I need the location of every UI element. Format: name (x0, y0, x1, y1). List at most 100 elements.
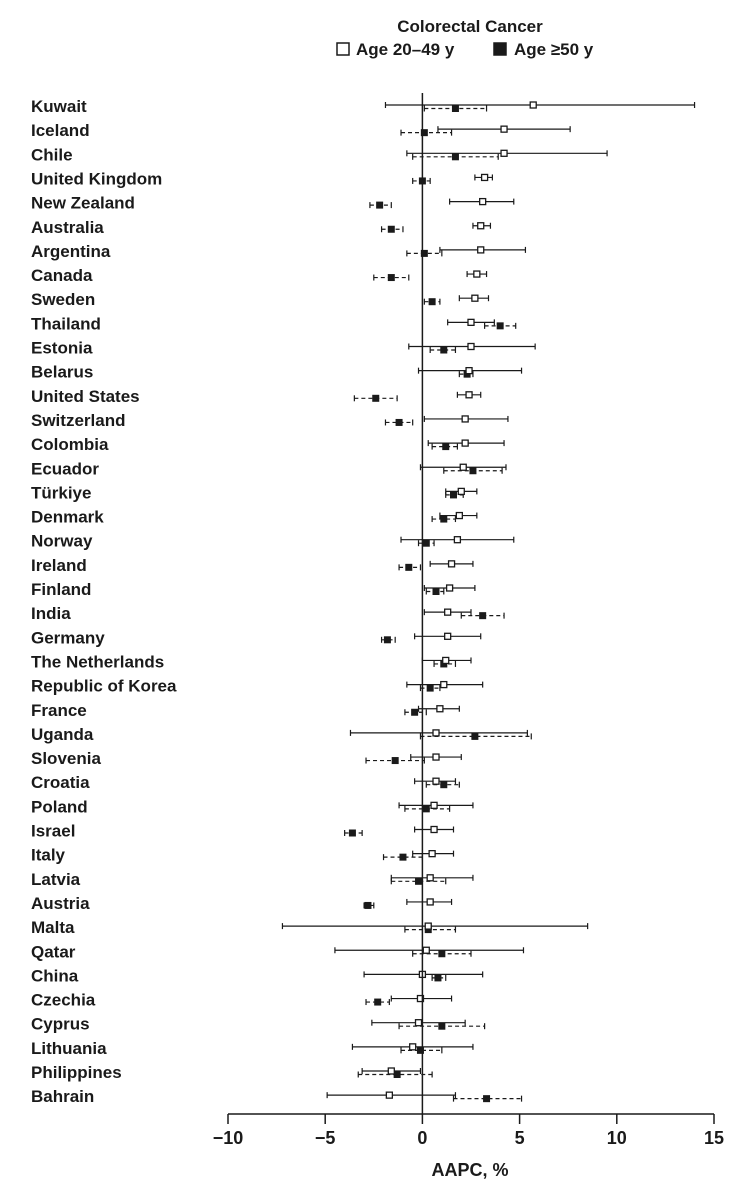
point-old (496, 322, 504, 330)
point-old (376, 201, 384, 209)
country-row: Qatar (31, 942, 525, 961)
country-row: United Kingdom (31, 169, 493, 188)
point-young (432, 729, 440, 737)
country-label: Ireland (31, 556, 87, 575)
country-row: Canada (31, 266, 488, 285)
point-old (387, 274, 395, 282)
country-row: Republic of Korea (31, 677, 484, 696)
country-label: Israel (31, 822, 75, 841)
country-label: Qatar (31, 942, 76, 961)
point-old (415, 877, 423, 885)
point-young (409, 1043, 417, 1051)
point-young (385, 1091, 394, 1099)
point-old (479, 612, 487, 620)
point-old (438, 950, 446, 958)
point-old (374, 998, 382, 1006)
point-young (430, 801, 438, 809)
point-old (411, 708, 419, 716)
x-tick-label: 5 (515, 1128, 525, 1148)
country-label: Finland (31, 580, 91, 599)
country-rows: Kuwait Iceland Chile United Kingdom New Zeal… (31, 97, 696, 1106)
country-row: Estonia (31, 339, 536, 358)
country-label: Latvia (31, 870, 81, 889)
point-old (450, 491, 458, 499)
country-row: Argentina (31, 242, 527, 261)
country-label: Malta (31, 918, 75, 937)
country-row: Poland (31, 797, 474, 816)
point-young (459, 463, 467, 471)
country-label: France (31, 701, 87, 720)
country-row: Kuwait (31, 97, 696, 116)
country-row: Germany (31, 628, 482, 647)
point-young (426, 898, 434, 906)
point-old (426, 684, 434, 692)
point-young (422, 946, 430, 954)
country-row: China (31, 966, 484, 985)
country-label: Argentina (31, 242, 111, 261)
country-row: Slovenia (31, 749, 462, 768)
point-young (477, 222, 485, 230)
country-label: Lithuania (31, 1039, 107, 1058)
country-row: New Zealand (31, 194, 515, 213)
point-old (471, 732, 479, 740)
point-young (432, 777, 440, 785)
x-axis-label: AAPC, % (431, 1160, 508, 1180)
point-old (438, 1022, 446, 1030)
point-old (420, 129, 428, 137)
country-row: United States (31, 387, 482, 406)
country-row: Norway (31, 532, 515, 551)
country-label: Bahrain (31, 1087, 94, 1106)
point-young (500, 149, 508, 157)
x-tick-label: 0 (417, 1128, 427, 1148)
point-young (440, 680, 448, 689)
country-label: New Zealand (31, 194, 135, 213)
point-old (399, 853, 407, 861)
country-label: Estonia (31, 339, 93, 358)
country-row: Thailand (31, 314, 517, 333)
country-row: Austria (31, 894, 453, 913)
chart-title: Colorectal Cancer (397, 17, 543, 36)
point-old (451, 105, 459, 112)
country-label: Iceland (31, 121, 90, 140)
country-row: Belarus (31, 363, 523, 382)
point-young (414, 1019, 423, 1027)
country-row: Uganda (31, 725, 532, 744)
country-label: Canada (31, 266, 93, 285)
point-young (529, 101, 537, 109)
point-old (440, 346, 448, 354)
point-old (422, 805, 430, 813)
point-young (428, 850, 436, 858)
country-label: Denmark (31, 508, 104, 527)
country-row: Türkiye (31, 483, 478, 502)
point-young (471, 294, 479, 302)
point-young (467, 342, 475, 351)
country-label: United Kingdom (31, 169, 162, 188)
point-old (391, 757, 399, 765)
country-label: Czechia (31, 991, 96, 1010)
point-old (422, 539, 430, 547)
country-row: Lithuania (31, 1039, 474, 1058)
country-row: Czechia (31, 991, 453, 1010)
point-young (455, 511, 463, 520)
country-label: Poland (31, 797, 88, 816)
country-row: Chile (31, 145, 608, 164)
x-tick-label: 15 (704, 1128, 724, 1148)
country-row: Ecuador (31, 459, 507, 478)
point-young (479, 197, 487, 206)
country-row: Latvia (31, 870, 474, 889)
point-young (444, 632, 452, 640)
country-label: Switzerland (31, 411, 125, 430)
country-row: Australia (31, 218, 492, 237)
country-label: Philippines (31, 1063, 122, 1082)
point-young (445, 584, 454, 592)
country-row: The Netherlands (31, 652, 472, 671)
country-label: Republic of Korea (31, 677, 177, 696)
point-young (432, 753, 440, 761)
country-label: Thailand (31, 314, 101, 333)
point-old (483, 1095, 491, 1103)
legend-filled-square-icon (493, 42, 507, 56)
country-row: Malta (31, 918, 589, 937)
point-young (480, 173, 489, 182)
country-label: United States (31, 387, 140, 406)
